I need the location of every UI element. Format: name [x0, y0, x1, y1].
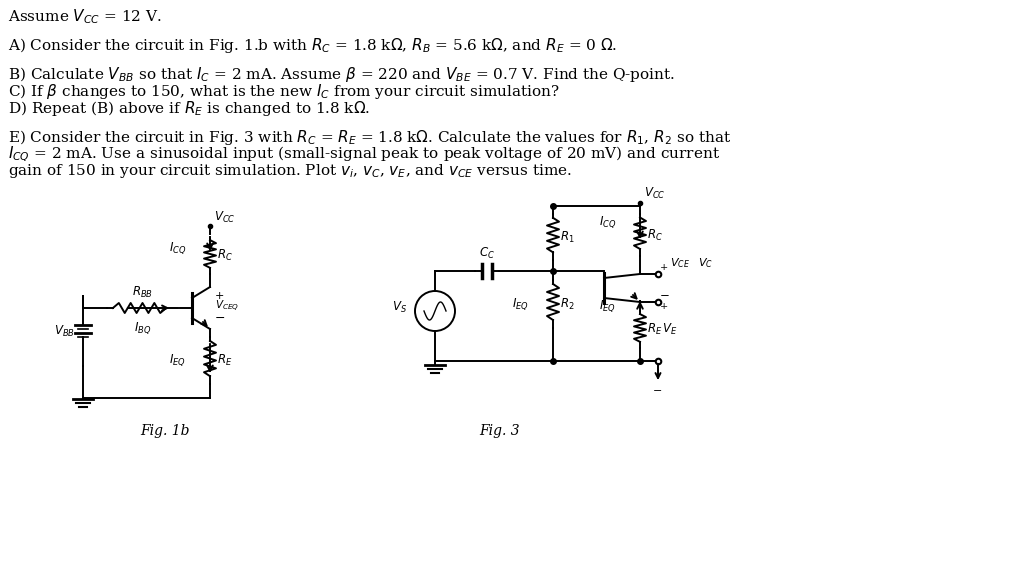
Text: $R_2$: $R_2$: [560, 297, 574, 312]
Text: $I_{CQ}$: $I_{CQ}$: [169, 240, 186, 256]
Text: $V_{CE}$: $V_{CE}$: [670, 256, 690, 270]
Text: $R_{BB}$: $R_{BB}$: [132, 285, 153, 300]
Text: $I_{EQ}$: $I_{EQ}$: [169, 353, 186, 368]
Text: $V_C$: $V_C$: [698, 256, 713, 270]
Text: $C_C$: $C_C$: [479, 246, 495, 261]
Text: $V_{BB}$: $V_{BB}$: [54, 324, 75, 339]
Text: D) Repeat (B) above if $R_E$ is changed to 1.8 k$\Omega$.: D) Repeat (B) above if $R_E$ is changed …: [8, 99, 370, 118]
Text: −: −: [215, 312, 225, 324]
Text: +: +: [660, 263, 669, 272]
Text: Assume $V_{CC}$ = 12 V.: Assume $V_{CC}$ = 12 V.: [8, 7, 162, 26]
Text: $R_E$: $R_E$: [217, 353, 232, 368]
Text: $V_{CC}$: $V_{CC}$: [214, 210, 236, 225]
Text: $I_{EQ}$: $I_{EQ}$: [599, 298, 616, 314]
Text: $V_E$: $V_E$: [662, 322, 677, 337]
Text: $I_{BQ}$: $I_{BQ}$: [134, 320, 152, 336]
Text: $I_{EQ}$: $I_{EQ}$: [512, 296, 529, 312]
Text: $I_{CQ}$ = 2 mA. Use a sinusoidal input (small-signal peak to peak voltage of 20: $I_{CQ}$ = 2 mA. Use a sinusoidal input …: [8, 145, 720, 164]
Text: E) Consider the circuit in Fig. 3 with $R_C$ = $R_E$ = 1.8 k$\Omega$. Calculate : E) Consider the circuit in Fig. 3 with $…: [8, 128, 731, 147]
Text: Fig. 1b: Fig. 1b: [140, 424, 189, 438]
Text: $V_{CC}$: $V_{CC}$: [644, 186, 666, 201]
Text: +: +: [660, 302, 669, 311]
Text: $V_{CEQ}$: $V_{CEQ}$: [215, 298, 240, 313]
Text: Fig. 3: Fig. 3: [479, 424, 520, 438]
Text: gain of 150 in your circuit simulation. Plot $v_i$, $v_C$, $v_E$, and $v_{CE}$ v: gain of 150 in your circuit simulation. …: [8, 162, 572, 180]
Text: $R_1$: $R_1$: [560, 229, 574, 245]
Text: $R_C$: $R_C$: [647, 228, 663, 242]
Text: B) Calculate $V_{BB}$ so that $I_C$ = 2 mA. Assume $\beta$ = 220 and $V_{BE}$ = : B) Calculate $V_{BB}$ so that $I_C$ = 2 …: [8, 65, 675, 84]
Text: C) If $\beta$ changes to 150, what is the new $I_C$ from your circuit simulation: C) If $\beta$ changes to 150, what is th…: [8, 82, 560, 101]
Text: $V_S$: $V_S$: [392, 300, 407, 314]
Text: −: −: [653, 386, 663, 396]
Text: A) Consider the circuit in Fig. 1.b with $R_C$ = 1.8 k$\Omega$, $R_B$ = 5.6 k$\O: A) Consider the circuit in Fig. 1.b with…: [8, 36, 617, 55]
Text: $R_E$: $R_E$: [647, 322, 663, 337]
Text: −: −: [660, 288, 670, 301]
Text: $I_{CQ}$: $I_{CQ}$: [599, 214, 616, 230]
Text: +: +: [215, 291, 224, 301]
Text: $R_C$: $R_C$: [217, 248, 232, 263]
